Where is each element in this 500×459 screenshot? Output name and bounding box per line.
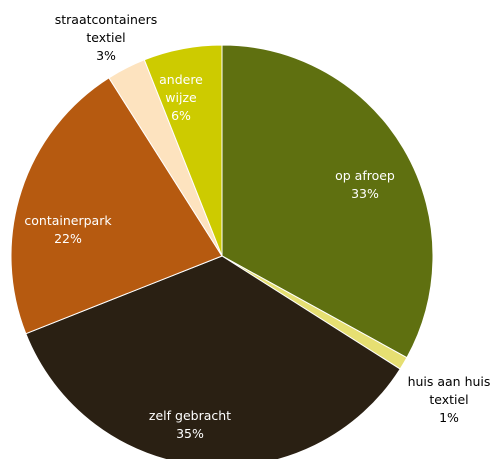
slice-name: andere wijze bbox=[159, 72, 203, 105]
pie-slice bbox=[143, 44, 223, 257]
slice-label: zelf gebracht 35% bbox=[130, 407, 250, 443]
slice-value: 1% bbox=[439, 410, 459, 425]
slice-name: huis aan huis textiel bbox=[407, 374, 491, 407]
slice-name: zelf gebracht bbox=[148, 408, 232, 423]
pie-slice bbox=[25, 255, 401, 459]
pie-slice bbox=[10, 77, 223, 335]
slice-value: 6% bbox=[171, 108, 191, 123]
slice-name: straatcontainers textiel bbox=[54, 12, 158, 45]
slice-value: 3% bbox=[96, 48, 116, 63]
slice-label: containerpark 22% bbox=[18, 212, 118, 248]
slice-value: 35% bbox=[176, 426, 204, 441]
slice-name: containerpark bbox=[24, 213, 112, 228]
slice-value: 22% bbox=[54, 231, 82, 246]
slice-label: andere wijze 6% bbox=[151, 71, 211, 125]
slice-value: 33% bbox=[351, 186, 379, 201]
pie-slice bbox=[221, 44, 434, 359]
slice-label: straatcontainers textiel 3% bbox=[41, 11, 171, 65]
slice-label: op afroep 33% bbox=[320, 167, 410, 203]
slice-label: huis aan huis textiel 1% bbox=[399, 373, 499, 427]
slice-name: op afroep bbox=[335, 168, 395, 183]
